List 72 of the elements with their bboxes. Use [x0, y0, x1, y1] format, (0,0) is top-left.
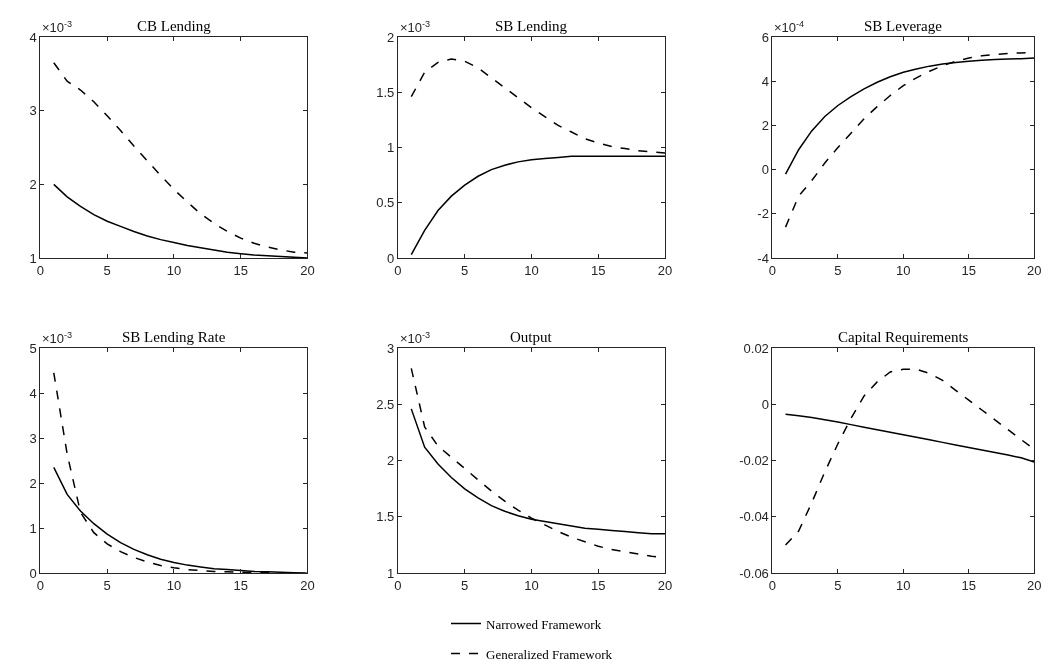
x-tick-label: 5	[461, 262, 469, 278]
y-tick-label: 4	[761, 73, 769, 89]
chart-title: Capital Requirements	[838, 329, 969, 345]
y-tick-label: 0.02	[743, 340, 769, 356]
y-tick-label: 3	[29, 430, 37, 446]
y-tick-label: 1.5	[376, 509, 395, 525]
y-tick-label: -0.06	[739, 565, 769, 581]
line-series	[53, 62, 308, 254]
x-tick-label: 15	[591, 262, 606, 278]
text: ×10$^{-3}$	[400, 19, 431, 36]
y-tick-label: 0.5	[376, 195, 395, 211]
x-tick-label: 15	[233, 577, 248, 593]
line-series	[410, 58, 665, 154]
y-tick-label: 1.5	[376, 84, 395, 100]
y-tick-label: 2	[29, 176, 37, 192]
x-tick-label: 5	[103, 262, 111, 278]
y-tick-label: 1	[29, 250, 37, 266]
x-tick-label: 10	[524, 262, 539, 278]
x-tick-label: 20	[300, 262, 315, 278]
chart-title: Output	[510, 329, 553, 345]
y-tick-label: 6	[761, 29, 769, 45]
x-tick-label: 15	[233, 262, 248, 278]
y-tick-label: 5	[29, 340, 37, 356]
y-tick-label: 3	[29, 103, 37, 119]
y-tick-label: 0	[761, 162, 769, 178]
line-series	[410, 155, 665, 256]
x-tick-label: 20	[1026, 262, 1042, 278]
text: ×10$^{-3}$	[400, 330, 431, 347]
x-tick-label: 10	[166, 577, 182, 593]
x-tick-label: 15	[591, 577, 606, 593]
x-tick-label: 20	[1026, 577, 1042, 593]
y-tick-label: -2	[757, 206, 769, 222]
x-tick-label: 5	[461, 577, 469, 593]
y-tick-label: 4	[29, 385, 37, 401]
x-tick-label: 20	[300, 577, 315, 593]
x-tick-label: 20	[657, 262, 673, 278]
x-tick-label: 15	[961, 262, 977, 278]
y-tick-label: 1	[387, 565, 395, 581]
y-tick-label: 2.5	[376, 396, 395, 412]
x-tick-label: 5	[834, 577, 842, 593]
y-tick-label: 2	[387, 29, 395, 45]
x-tick-label: 20	[657, 577, 673, 593]
y-tick-label: 2	[761, 117, 769, 133]
y-tick-label: 3	[387, 340, 395, 356]
x-tick-label: 10	[524, 577, 539, 593]
chart-title: SB Lending	[495, 18, 568, 34]
y-tick-label: -0.02	[739, 453, 769, 469]
y-tick-label: 0	[761, 396, 769, 412]
x-tick-label: 10	[896, 262, 911, 278]
legend-label: Narrowed Framework	[486, 616, 602, 632]
x-tick-label: 10	[166, 262, 182, 278]
y-tick-label: 0	[387, 250, 395, 266]
y-tick-label: 4	[29, 29, 37, 45]
x-tick-label: 15	[961, 577, 977, 593]
line-series	[53, 183, 308, 259]
text: ×10$^{-4}$	[774, 19, 805, 36]
y-tick-label: 0	[29, 565, 37, 581]
y-tick-label: 2	[29, 475, 37, 491]
y-tick-label: -4	[757, 250, 769, 266]
y-tick-label: 1	[387, 140, 395, 156]
legend-label: Generalized Framework	[486, 646, 613, 662]
y-tick-label: 1	[29, 520, 37, 536]
chart-title: SB Lending Rate	[122, 329, 226, 345]
y-tick-label: -0.04	[739, 509, 769, 525]
x-tick-label: 10	[896, 577, 911, 593]
x-tick-label: 5	[103, 577, 111, 593]
text: ×10$^{-3}$	[42, 330, 73, 347]
y-tick-label: 2	[387, 453, 395, 469]
chart-title: SB Leverage	[864, 18, 943, 34]
x-tick-label: 5	[834, 262, 842, 278]
chart-title: CB Lending	[137, 18, 212, 34]
text: ×10$^{-3}$	[42, 19, 73, 36]
